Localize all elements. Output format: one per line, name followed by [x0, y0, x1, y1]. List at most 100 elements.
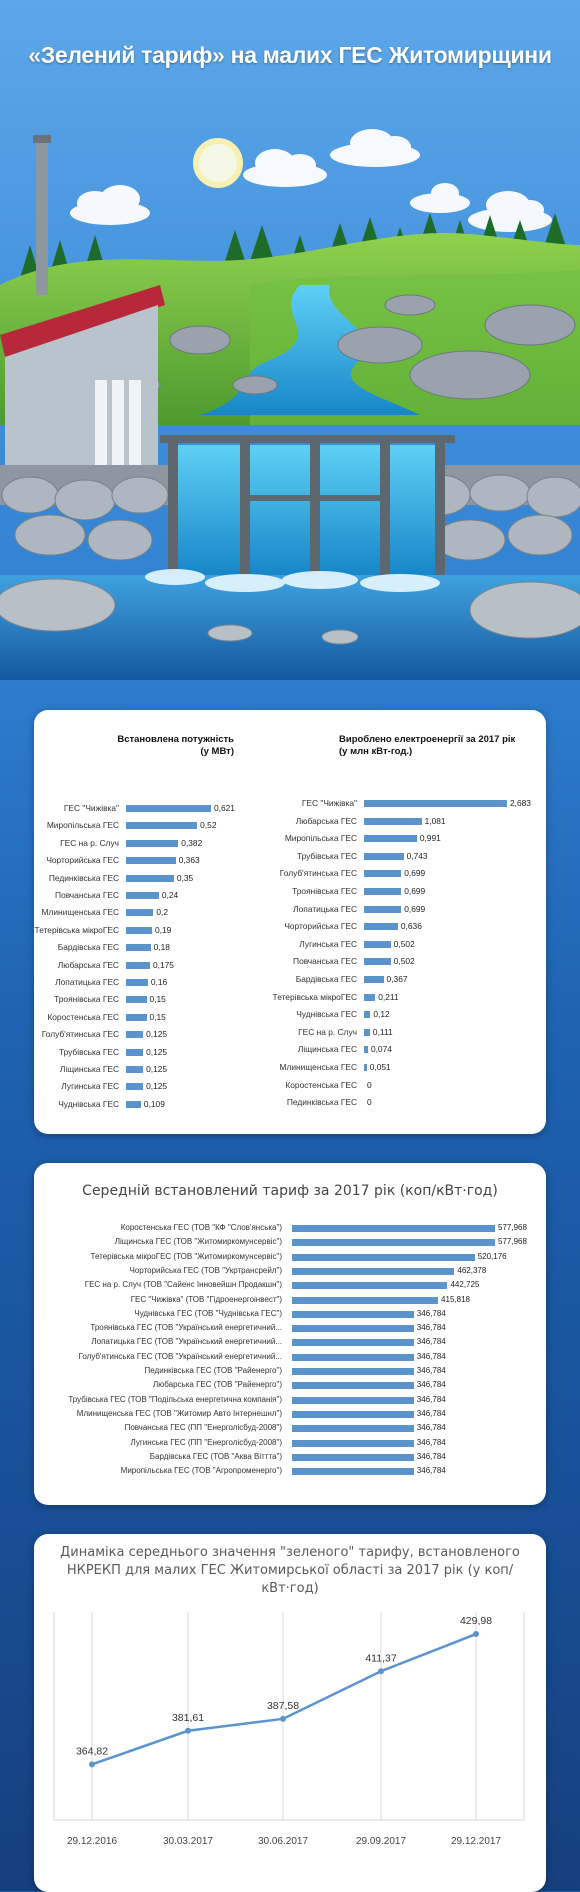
data-label: 0,15	[149, 994, 166, 1005]
bar	[364, 1028, 370, 1036]
data-label: 0,18	[153, 942, 170, 953]
data-label: 0,621	[214, 803, 235, 813]
category-label: Чуднівська ГЕС	[296, 1009, 357, 1020]
bar	[126, 892, 159, 899]
bar	[126, 1100, 141, 1108]
category-label: Повчанська ГЕС	[55, 890, 119, 900]
data-label: 462,378	[457, 1265, 487, 1275]
category-label: Коростенська ГЕС	[285, 1079, 357, 1090]
data-label: 0,125	[146, 1064, 168, 1074]
category-label: Тетерівська мікроГЕС	[34, 924, 119, 935]
category-label: Тетерівська мікроГЕС (ТОВ "Житомиркомунс…	[90, 1251, 282, 1261]
category-label: Голуб'ятинська ГЕС	[279, 868, 357, 879]
data-label: 346,784	[416, 1451, 446, 1461]
category-label: Голуб'ятинська ГЕС	[41, 1029, 119, 1040]
data-label: 0,367	[386, 974, 408, 984]
category-label: Трубівська ГЕС	[58, 1046, 119, 1057]
category-label: Лугинська ГЕС (ПП "Енерголісбуд-2008")	[130, 1437, 282, 1447]
bar	[292, 1353, 414, 1361]
category-label: Любарська ГЕС	[295, 815, 357, 826]
category-label: Бардівська ГЕС (ТОВ "Аква Віттта")	[149, 1451, 282, 1461]
category-label: Троянівська ГЕС	[54, 994, 119, 1005]
chimney	[36, 135, 48, 295]
bar	[292, 1310, 414, 1318]
data-label: 346,784	[416, 1337, 446, 1347]
category-label: Миропільська ГЕС (ТОВ "Агропроменерго")	[120, 1466, 282, 1476]
bar	[364, 940, 391, 948]
tariff-dynamics-chart: 364,82 29.12.2016 381,61 30.03.2017 387,58 30…	[53, 1612, 525, 1847]
data-label: 0,502	[393, 956, 415, 967]
category-label: ГЕС на р. Случ	[298, 1026, 357, 1037]
capacity-chart-title: Встановлена потужність (у МВт)	[117, 734, 234, 757]
bar	[364, 888, 402, 895]
category-label: Бардівська ГЕС	[295, 974, 357, 984]
category-label: Любарська ГЕС (ТОВ "Райенерго")	[153, 1380, 282, 1390]
data-label: 0,19	[155, 924, 172, 935]
data-label: 0,382	[181, 837, 203, 848]
data-label: 346,784	[416, 1394, 446, 1404]
data-label: 346,784	[416, 1437, 446, 1447]
bar	[364, 923, 398, 931]
category-label: Повчанська ГЕС (ПП "Енерголісбуд-2008")	[124, 1423, 282, 1433]
bar	[126, 1048, 144, 1056]
category-label: Бардівська ГЕС	[57, 942, 119, 953]
category-label: Миропільська ГЕС	[46, 820, 119, 831]
data-label: 0,502	[393, 938, 415, 949]
data-label: 577,968	[498, 1237, 527, 1247]
bar	[126, 822, 198, 830]
bar	[126, 805, 211, 812]
data-label: 0,125	[146, 1029, 168, 1040]
bar	[292, 1368, 414, 1375]
category-label: Лопатицька ГЕС (ТОВ "Український енергет…	[91, 1337, 282, 1347]
bar	[364, 1064, 367, 1071]
data-label: 364,82	[76, 1745, 108, 1757]
x-tick-label: 30.03.2017	[163, 1836, 213, 1847]
data-point	[378, 1668, 384, 1675]
category-label: ГЕС "Чижівка" (ТОВ "Гідроенергоінвест")	[130, 1294, 282, 1304]
data-label: 346,784	[416, 1323, 446, 1333]
category-label: Коростенська ГЕС (ТОВ "КФ "Слов'янська")	[120, 1223, 282, 1232]
bar	[126, 961, 150, 969]
bar	[126, 944, 151, 952]
data-label: 0,111	[372, 1026, 393, 1037]
bar	[292, 1382, 414, 1390]
category-label: Трубівська ГЕС (ТОВ "Подільська енергети…	[68, 1394, 282, 1404]
bar	[364, 1046, 368, 1054]
data-label: 0,743	[406, 850, 428, 861]
x-tick-label: 29.12.2017	[451, 1836, 501, 1847]
bar	[292, 1396, 414, 1404]
data-label: 0,2	[156, 907, 169, 918]
category-label: Миропільська ГЕС	[284, 833, 357, 844]
bar	[292, 1439, 414, 1447]
data-point	[473, 1631, 479, 1638]
category-label: Ліщинська ГЕС (ТОВ "Житомиркомунсервіс")	[114, 1237, 282, 1247]
data-label: 411,37	[365, 1652, 396, 1664]
bar	[364, 800, 507, 807]
bar	[292, 1239, 495, 1247]
category-label: ГЕС на р. Случ	[60, 837, 119, 848]
bar	[364, 905, 402, 913]
data-label: 0,699	[404, 903, 426, 914]
data-label: 0,699	[404, 886, 426, 896]
bar	[364, 976, 384, 983]
category-label: Ліщинська ГЕС	[59, 1064, 119, 1074]
data-label: 346,784	[416, 1380, 446, 1390]
x-tick-label: 29.09.2017	[356, 1836, 406, 1847]
category-label: Чорторийська ГЕС	[46, 855, 119, 866]
bar	[364, 817, 422, 825]
bar	[292, 1296, 439, 1304]
category-label: Повчанська ГЕС	[293, 956, 357, 967]
tariff-dynamics-card: Динаміка середнього значення "зеленого" …	[34, 1534, 546, 1892]
category-label: ГЕС на р. Случ (ТОВ "Сайенс Інновейшн Пр…	[84, 1280, 282, 1290]
bar	[292, 1282, 448, 1290]
data-label: 0,15	[149, 1011, 166, 1022]
category-label: Чуднівська ГЕС (ТОВ "Чуднівська ГЕС")	[134, 1308, 282, 1318]
data-label: 346,784	[416, 1351, 446, 1361]
bar	[126, 874, 174, 882]
bar	[292, 1453, 414, 1461]
data-label: 0,12	[373, 1009, 390, 1020]
data-label: 0	[367, 1079, 372, 1090]
bar	[126, 996, 147, 1004]
tariff-chart-title: Середній встановлений тариф за 2017 рік …	[82, 1183, 498, 1199]
tariff-dynamics-title: Динаміка середнього значення "зеленого" …	[60, 1545, 520, 1596]
